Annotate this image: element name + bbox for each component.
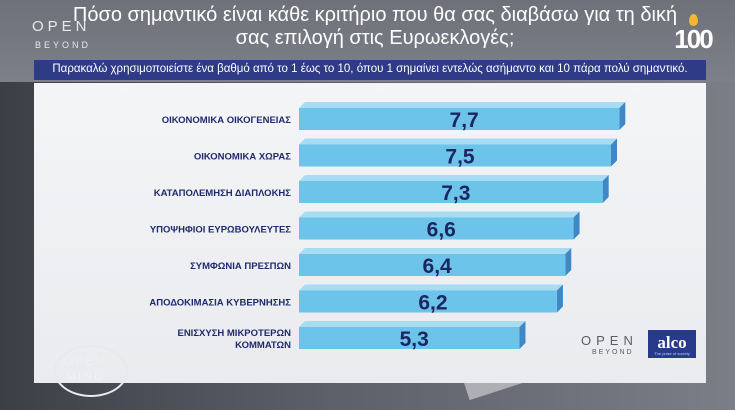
pollster-tagline: The pulse of society: [654, 351, 690, 356]
chart-subtitle: Παρακαλώ χρησιμοποιείστε ένα βαθμό από τ…: [52, 63, 688, 75]
bar-side: [556, 284, 563, 313]
bar-value-label: 7,7: [450, 109, 479, 132]
show-logo: OPEN MIND: [54, 345, 132, 397]
footer-beyond-logo: BEYOND: [592, 349, 634, 356]
bar-top: [299, 175, 609, 181]
bar: [299, 181, 603, 203]
bar-side: [573, 211, 580, 240]
bar-value-label: 6,2: [418, 292, 447, 315]
bar-top: [299, 211, 580, 218]
bar: [299, 327, 520, 349]
chart-title-line1: Πόσο σημαντικό είναι κάθε κριτήριο που θ…: [72, 4, 678, 26]
bar-chart: 7,7 ΟΙΚΟΝΟΜΙΚΑ ΟΙΚΟΓΕΝΕΙΑΣ 7,5 ΟΙΚΟΝΟΜΙΚΑ Χ…: [149, 102, 626, 351]
pollster-name: alco: [657, 333, 687, 352]
category-label: ΟΙΚΟΝΟΜΙΚΑ ΧΩΡΑΣ: [194, 152, 291, 163]
category-label: ΟΙΚΟΝΟΜΙΚΑ ΟΙΚΟΓΕΝΕΙΑΣ: [162, 115, 292, 126]
bar-side: [611, 138, 617, 167]
bar-top: [299, 284, 563, 291]
bar-value-label: 6,6: [427, 219, 456, 242]
category-label: ΑΠΟΔΟΚΙΜΑΣΙΑ ΚΥΒΕΡΝΗΣΗΣ: [149, 298, 291, 309]
bar-top: [299, 248, 572, 254]
bar: [299, 254, 566, 276]
bar-side: [519, 321, 526, 349]
bar-value-label: 5,3: [400, 328, 429, 351]
category-label: ΥΠΟΨΗΦΙΟΙ ΕΥΡΩΒΟΥΛΕΥΤΕΣ: [150, 225, 291, 236]
pollster-logo: alco The pulse of society: [648, 330, 696, 358]
category-label: ΚΑΤΑΠΟΛΕΜΗΣΗ ΔΙΑΠΛΟΚΗΣ: [154, 188, 292, 199]
show-logo-line2: MIND: [66, 369, 105, 383]
badge-number: 100: [674, 24, 713, 54]
subtitle-bar: Παρακαλώ χρησιμοποιείστε ένα βαθμό από τ…: [34, 60, 706, 80]
show-logo-ring: [54, 345, 128, 397]
bar: [299, 108, 620, 130]
bar-top: [299, 138, 617, 145]
bar-value-label: 7,5: [445, 146, 475, 169]
anniversary-badge: 100: [668, 12, 718, 56]
category-label: ΕΝΙΣΧΥΣΗ ΜΙΚΡΟΤΕΡΩΝ: [177, 328, 291, 339]
bar-top: [299, 321, 526, 327]
bar-value-label: 7,3: [441, 182, 470, 205]
bar: [299, 217, 574, 240]
show-logo-line1: OPEN: [64, 354, 107, 368]
chart-title-line2: σας επιλογή στις Ευρωεκλογές;: [235, 27, 515, 49]
channel-logo-sub: BEYOND: [35, 40, 92, 50]
bar-side: [602, 175, 609, 203]
chart-title: Πόσο σημαντικό είναι κάθε κριτήριο που θ…: [45, 4, 705, 50]
channel-logo: OPEN: [32, 18, 91, 35]
category-label: ΚΟΜΜΑΤΩΝ: [235, 340, 291, 351]
bar-value-label: 6,4: [423, 255, 453, 278]
flame-icon: [689, 14, 698, 26]
bar-side: [565, 248, 572, 276]
bar-side: [619, 102, 626, 130]
bar-top: [299, 102, 626, 108]
bar: [299, 144, 611, 167]
category-label: ΣΥΜΦΩΝΙΑ ΠΡΕΣΠΩΝ: [190, 261, 291, 272]
bar: [299, 290, 557, 313]
footer-open-logo: OPEN: [581, 333, 638, 348]
